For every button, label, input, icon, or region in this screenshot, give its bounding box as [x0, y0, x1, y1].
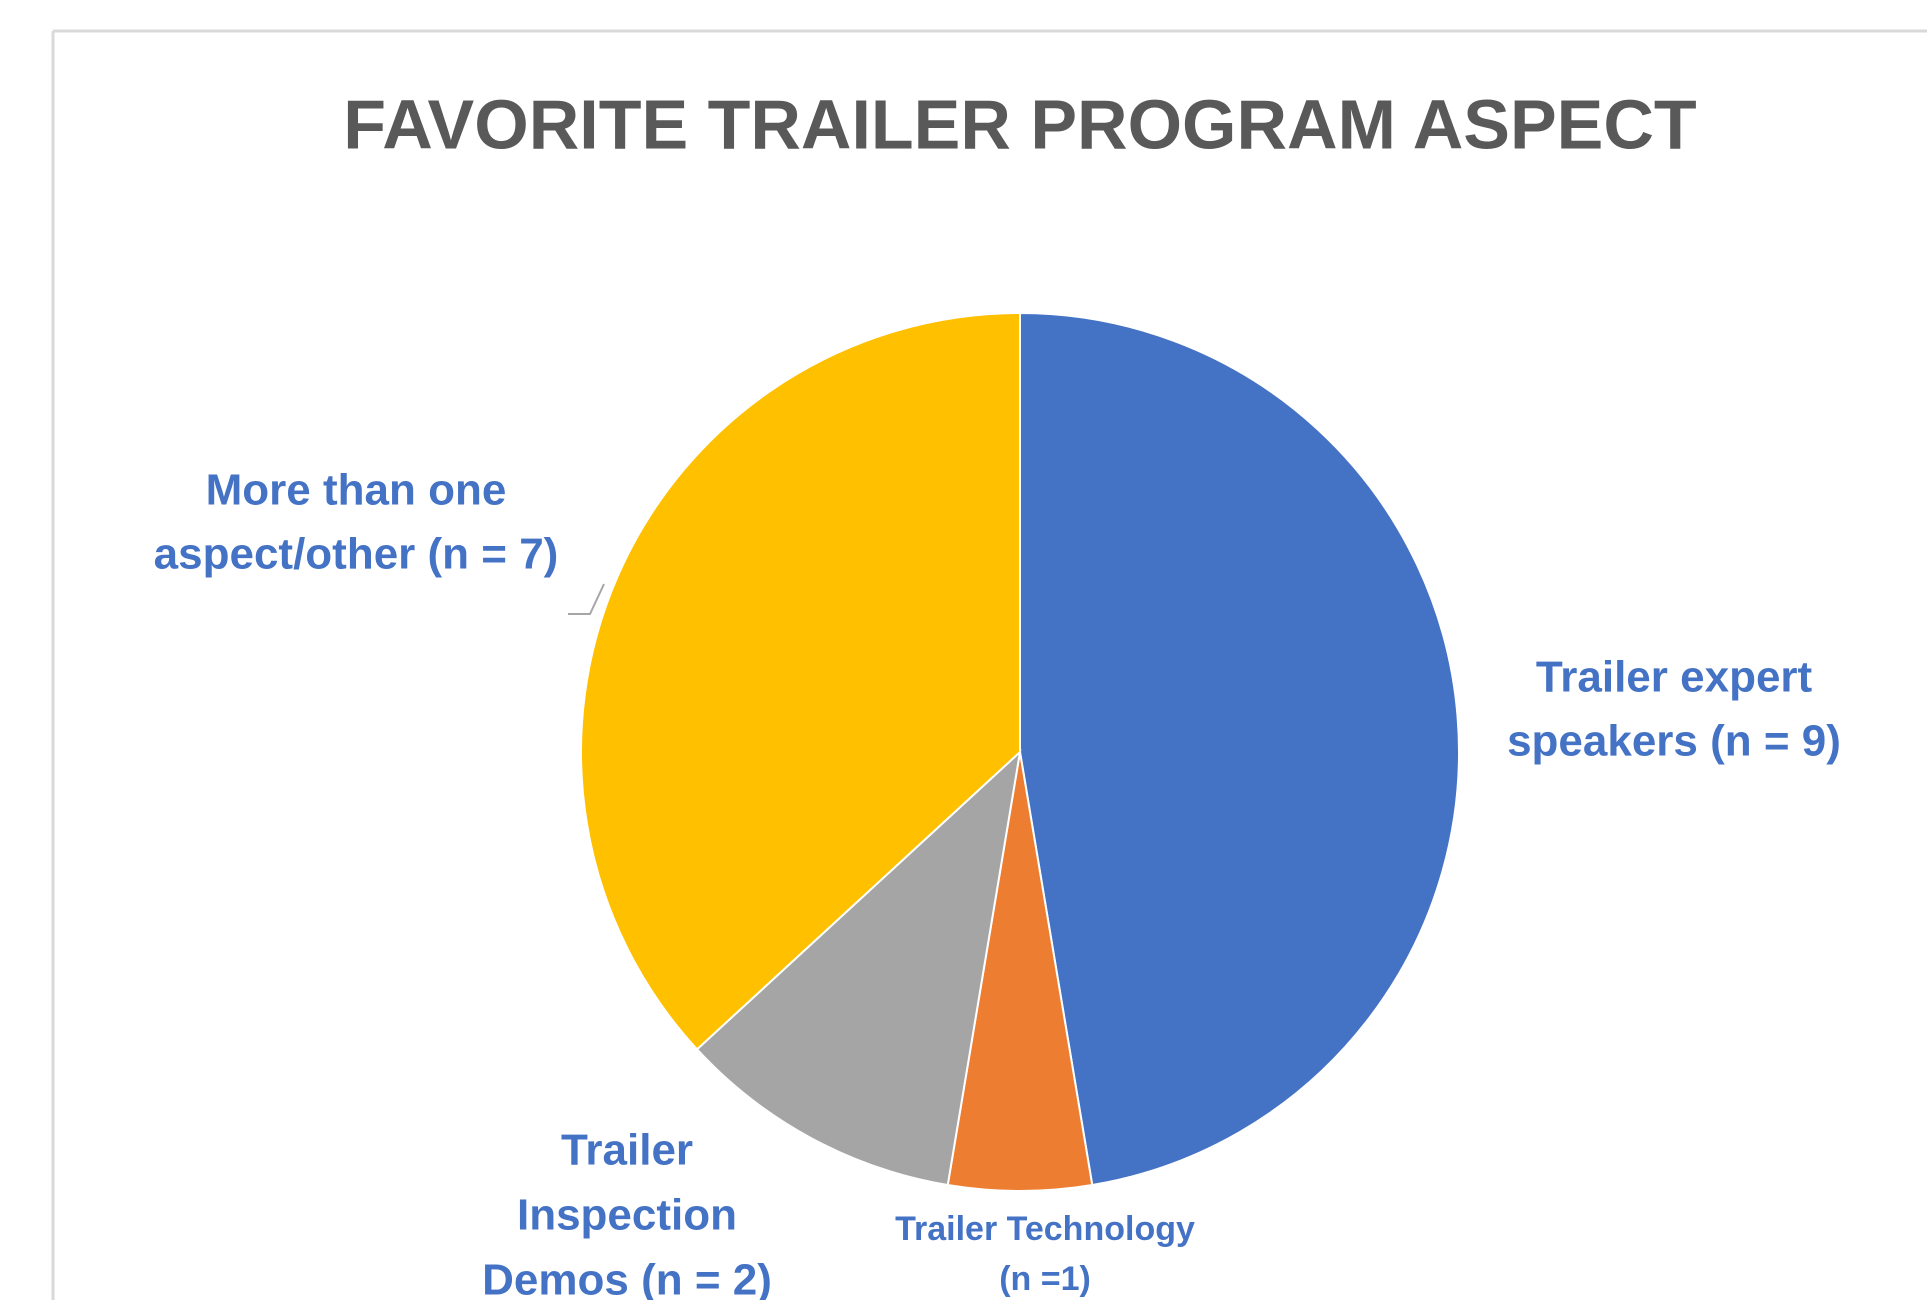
chart-title: FAVORITE TRAILER PROGRAM ASPECT [343, 85, 1696, 163]
slice-label: More than one [206, 466, 507, 515]
leader-line [568, 583, 605, 615]
slice-label: (n =1) [999, 1260, 1091, 1298]
slice-label: Trailer [561, 1126, 693, 1175]
pie-slice [695, 749, 1022, 1187]
slice-label: Trailer expert [1536, 653, 1813, 702]
slice-label: Demos (n = 2) [482, 1256, 772, 1300]
slice-label: Trailer Technology [895, 1210, 1195, 1248]
pie-slice [946, 751, 1094, 1192]
slice-label: Inspection [517, 1191, 737, 1240]
pie-slice [1019, 311, 1460, 1187]
pie-slice [579, 311, 1021, 1051]
slice-label: aspect/other (n = 7) [154, 530, 559, 579]
slice-label: speakers (n = 9) [1507, 717, 1841, 766]
